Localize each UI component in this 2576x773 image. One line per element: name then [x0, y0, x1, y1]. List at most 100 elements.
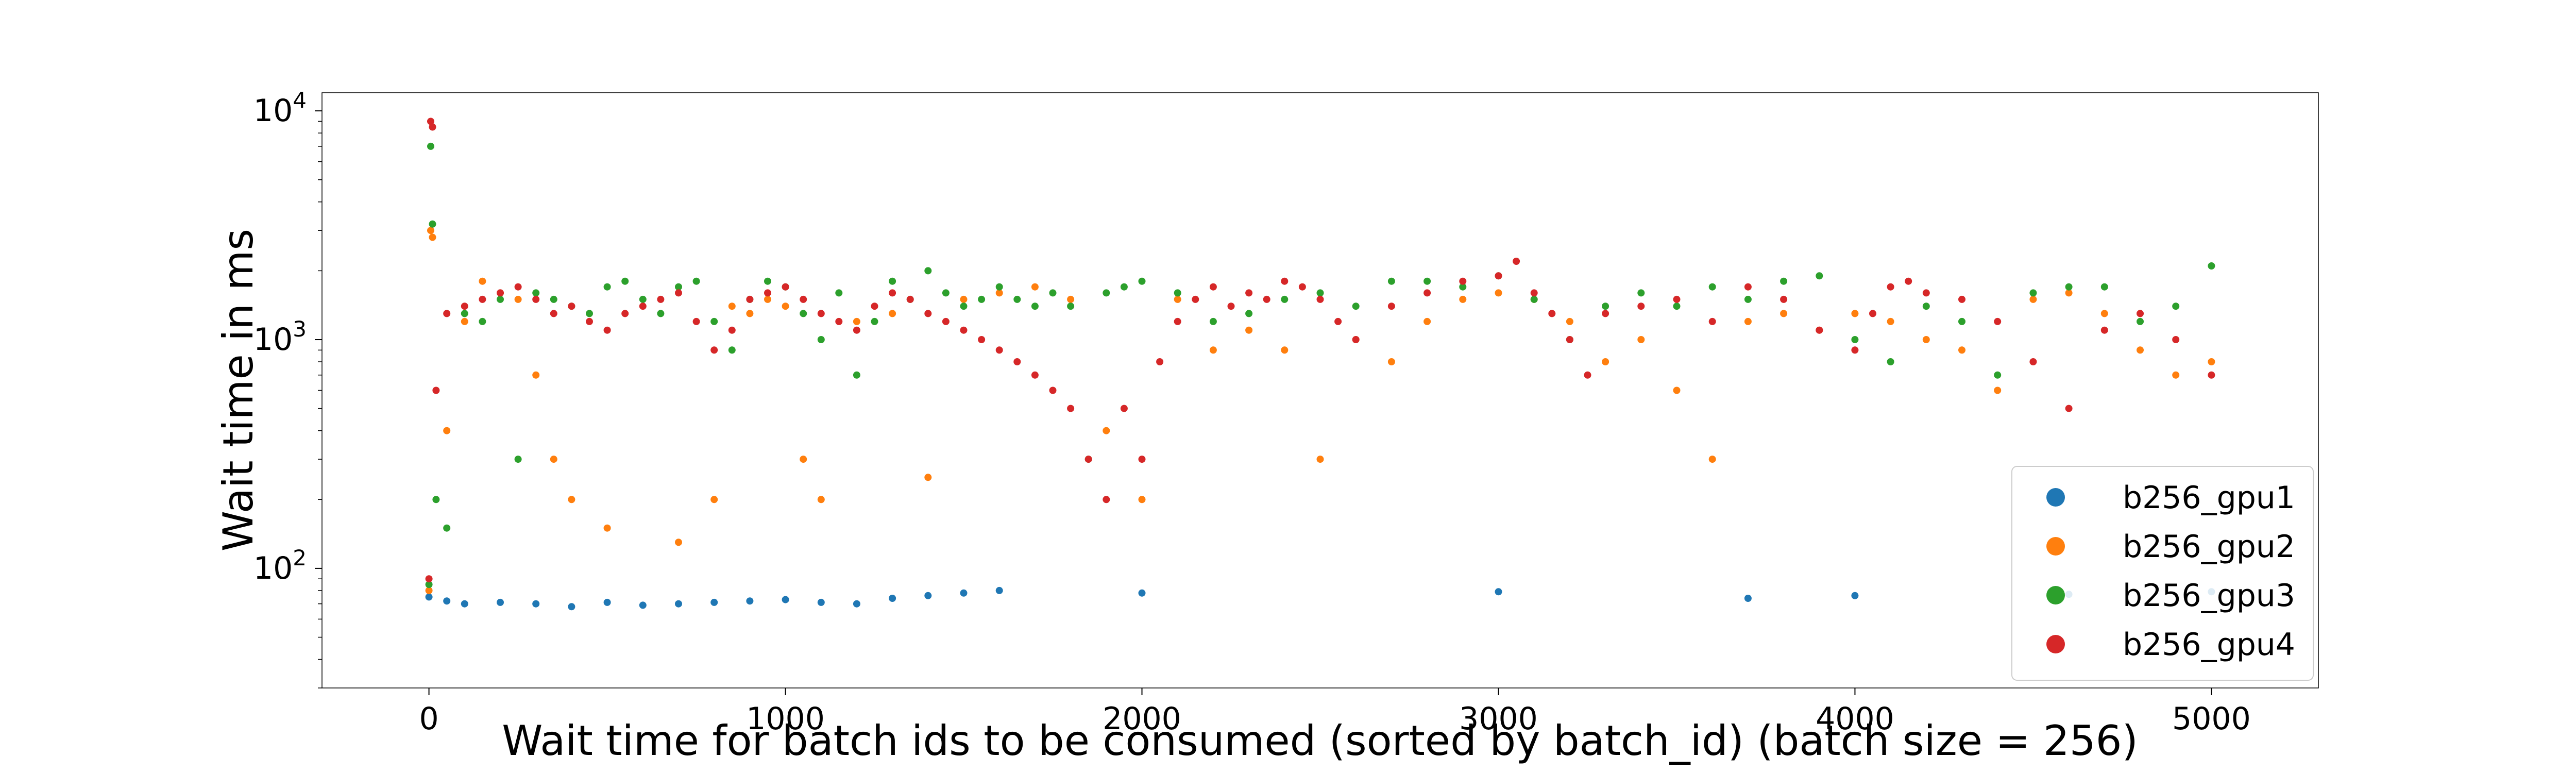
data-point-b256_gpu2 [1887, 317, 1894, 325]
data-point-b256_gpu2 [1031, 283, 1039, 291]
data-point-b256_gpu4 [1673, 295, 1681, 303]
legend-marker [2046, 537, 2065, 556]
data-point-b256_gpu4 [1816, 326, 1823, 334]
data-point-b256_gpu2 [675, 539, 682, 546]
y-axis-ticks: 102 103 104 [253, 88, 322, 688]
data-point-b256_gpu3 [2137, 317, 2144, 325]
data-point-b256_gpu2 [427, 227, 434, 234]
data-points [425, 117, 2215, 611]
data-point-b256_gpu3 [2100, 283, 2108, 291]
data-point-b256_gpu3 [429, 220, 436, 228]
data-point-b256_gpu3 [1744, 295, 1752, 303]
data-point-b256_gpu4 [1174, 317, 1181, 325]
data-point-b256_gpu2 [1602, 358, 1609, 365]
data-point-b256_gpu1 [675, 600, 682, 608]
data-point-b256_gpu1 [817, 598, 825, 606]
data-point-b256_gpu3 [853, 371, 860, 379]
data-point-b256_gpu2 [1851, 310, 1859, 317]
data-point-b256_gpu4 [461, 303, 468, 310]
data-point-b256_gpu3 [2065, 283, 2073, 291]
data-point-b256_gpu2 [995, 289, 1003, 297]
data-point-b256_gpu4 [1013, 358, 1021, 365]
data-point-b256_gpu3 [1780, 277, 1788, 285]
data-point-b256_gpu4 [746, 295, 754, 303]
data-point-b256_gpu3 [603, 283, 611, 291]
data-point-b256_gpu4 [1120, 405, 1128, 412]
data-point-b256_gpu4 [1192, 295, 1199, 303]
data-point-b256_gpu3 [889, 277, 896, 285]
x-tick-label: 5000 [2172, 701, 2251, 737]
data-point-b256_gpu4 [1245, 289, 1253, 297]
data-point-b256_gpu4 [2065, 405, 2073, 412]
y-tick-label: 102 [253, 545, 307, 586]
data-point-b256_gpu2 [425, 586, 433, 594]
data-point-b256_gpu4 [1049, 386, 1057, 394]
data-point-b256_gpu4 [1227, 303, 1235, 310]
data-point-b256_gpu2 [1922, 336, 1930, 343]
data-point-b256_gpu3 [2172, 303, 2180, 310]
legend-marker [2046, 635, 2065, 653]
data-point-b256_gpu3 [710, 317, 718, 325]
data-point-b256_gpu4 [2172, 336, 2180, 343]
data-point-b256_gpu4 [479, 295, 486, 303]
data-point-b256_gpu4 [1423, 289, 1431, 297]
data-point-b256_gpu3 [1049, 289, 1057, 297]
data-point-b256_gpu3 [692, 277, 700, 285]
data-point-b256_gpu3 [586, 310, 593, 317]
data-point-b256_gpu1 [532, 600, 540, 608]
data-point-b256_gpu3 [835, 289, 843, 297]
data-point-b256_gpu4 [1994, 317, 2002, 325]
data-point-b256_gpu3 [1459, 283, 1467, 291]
data-point-b256_gpu4 [1103, 496, 1110, 503]
data-point-b256_gpu4 [889, 289, 896, 297]
data-point-b256_gpu4 [550, 310, 557, 317]
data-point-b256_gpu3 [1316, 289, 1324, 297]
data-point-b256_gpu4 [1637, 303, 1645, 310]
data-point-b256_gpu2 [1067, 295, 1075, 303]
data-point-b256_gpu1 [1744, 595, 1752, 602]
data-point-b256_gpu4 [853, 326, 860, 334]
data-point-b256_gpu4 [432, 386, 440, 394]
data-point-b256_gpu4 [1263, 295, 1270, 303]
data-point-b256_gpu4 [1138, 456, 1146, 463]
data-point-b256_gpu4 [514, 283, 522, 291]
x-axis-label: Wait time for batch ids to be consumed (… [502, 717, 2138, 765]
data-point-b256_gpu4 [1566, 336, 1573, 343]
data-point-b256_gpu4 [1905, 277, 1912, 285]
data-point-b256_gpu3 [1387, 277, 1395, 285]
data-point-b256_gpu4 [2029, 358, 2037, 365]
data-point-b256_gpu2 [514, 295, 522, 303]
data-point-b256_gpu3 [1352, 303, 1360, 310]
data-point-b256_gpu3 [960, 303, 968, 310]
data-point-b256_gpu4 [2100, 326, 2108, 334]
data-point-b256_gpu3 [1887, 358, 1894, 365]
data-point-b256_gpu4 [1352, 336, 1360, 343]
data-point-b256_gpu1 [960, 589, 968, 597]
data-point-b256_gpu3 [924, 267, 932, 275]
x-axis-ticks: 0 1000 2000 3000 4000 5000 [419, 688, 2251, 737]
data-point-b256_gpu2 [429, 233, 436, 241]
data-point-b256_gpu4 [692, 317, 700, 325]
data-point-b256_gpu3 [432, 496, 440, 503]
data-point-b256_gpu4 [621, 310, 629, 317]
data-point-b256_gpu4 [675, 289, 682, 297]
data-point-b256_gpu1 [995, 586, 1003, 594]
data-point-b256_gpu2 [1174, 295, 1181, 303]
data-point-b256_gpu4 [800, 295, 807, 303]
data-point-b256_gpu1 [746, 597, 754, 605]
data-point-b256_gpu3 [800, 310, 807, 317]
data-point-b256_gpu3 [1174, 289, 1181, 297]
data-point-b256_gpu3 [639, 295, 647, 303]
data-point-b256_gpu4 [1780, 295, 1788, 303]
data-point-b256_gpu4 [1495, 272, 1502, 280]
data-point-b256_gpu3 [425, 581, 433, 589]
data-point-b256_gpu2 [817, 496, 825, 503]
data-point-b256_gpu4 [1031, 371, 1039, 379]
data-point-b256_gpu3 [621, 277, 629, 285]
data-point-b256_gpu2 [1673, 386, 1681, 394]
data-point-b256_gpu3 [1103, 289, 1110, 297]
data-point-b256_gpu1 [603, 598, 611, 606]
data-point-b256_gpu1 [1851, 592, 1859, 599]
data-point-b256_gpu1 [639, 601, 647, 609]
legend-label: b256_gpu3 [2123, 578, 2295, 614]
